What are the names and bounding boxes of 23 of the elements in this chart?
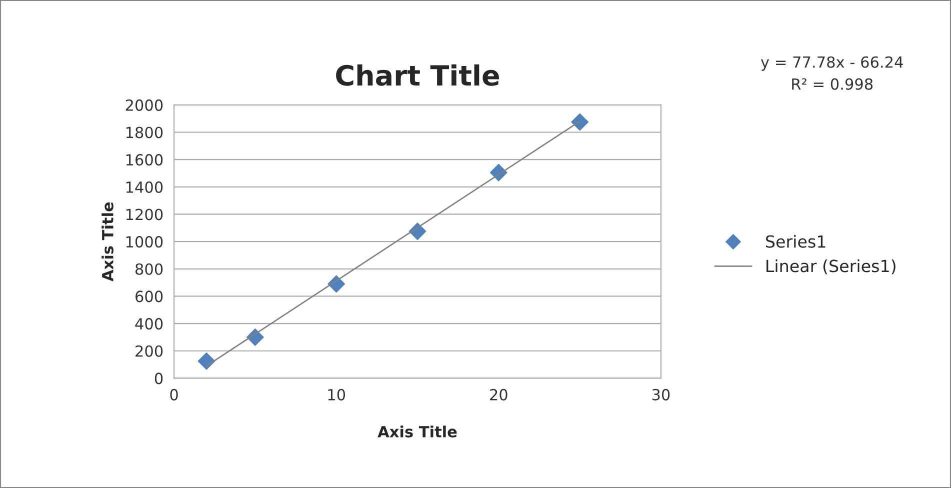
x-tick-label: 10 — [328, 388, 346, 400]
legend-label: Linear (Series1) — [766, 259, 896, 274]
y-tick-label: 600 — [136, 290, 163, 302]
x-tick-label: 30 — [652, 388, 670, 400]
y-tick-label: 800 — [135, 263, 163, 275]
y-tick-label: 2000 — [126, 99, 163, 111]
y-tick-label: 400 — [135, 318, 163, 330]
x-tick-label: 0 — [170, 388, 178, 400]
y-tick-label: 1800 — [126, 126, 163, 138]
y-tick-label: 1600 — [126, 154, 163, 166]
y-tick-label: 1400 — [126, 181, 163, 193]
y-tick-label: 1200 — [126, 208, 163, 220]
legend-label: Series1 — [766, 234, 826, 248]
chart-title: Chart Title — [336, 64, 499, 86]
text: y = 77.78x - 66.24 — [760, 56, 903, 71]
y-tick-label: 0 — [154, 372, 163, 384]
x-axis-title: Axis Title — [378, 426, 457, 438]
y-axis-title: Axis Title — [102, 202, 114, 282]
point — [571, 113, 588, 131]
text: R² = 0.998 — [792, 78, 873, 90]
y-tick-label: 200 — [136, 345, 163, 357]
y-tick-label: 1000 — [126, 236, 163, 248]
x-tick-label: 20 — [490, 388, 508, 400]
